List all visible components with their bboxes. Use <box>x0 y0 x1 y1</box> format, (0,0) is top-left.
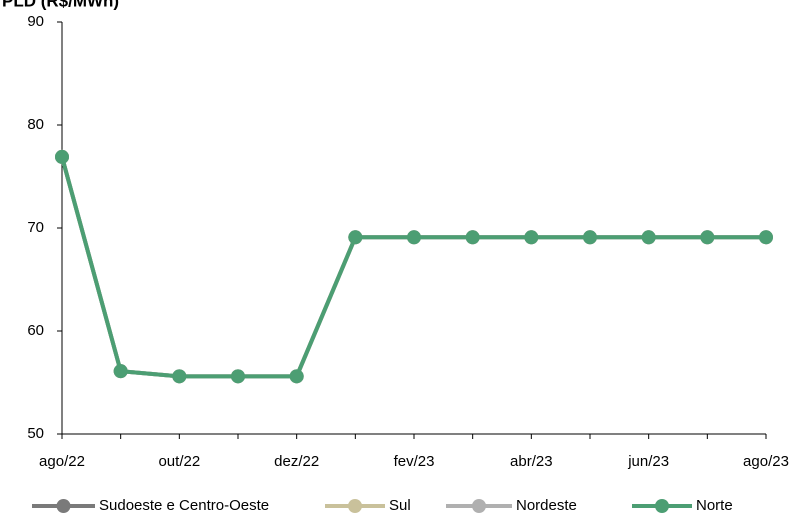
series-line <box>60 156 766 379</box>
y-tick-label: 60 <box>27 322 44 339</box>
legend-label: Norte <box>696 497 733 514</box>
y-tick-label: 90 <box>27 13 44 30</box>
y-tick-label: 50 <box>27 425 44 442</box>
series-line <box>60 156 766 379</box>
x-tick-label: ago/22 <box>39 453 85 470</box>
point <box>55 149 69 164</box>
point <box>700 230 715 245</box>
point <box>289 369 304 384</box>
point <box>407 230 421 245</box>
series-line <box>60 156 766 379</box>
series-line <box>60 156 766 379</box>
legend-label: Nordeste <box>516 497 577 514</box>
legend-marker <box>655 499 669 513</box>
legend-marker <box>56 499 71 513</box>
y-tick-label: 70 <box>27 219 44 236</box>
x-tick-label: jun/23 <box>627 453 669 470</box>
chart-title: PLD (R$/MWh) <box>2 0 119 10</box>
point <box>641 230 656 245</box>
point <box>348 230 363 245</box>
point <box>759 230 773 245</box>
point <box>465 230 480 245</box>
point <box>524 230 539 245</box>
legend-label: Sul <box>389 497 411 514</box>
y-tick-label: 80 <box>27 116 44 133</box>
point <box>113 364 128 379</box>
legend-marker <box>348 499 362 513</box>
x-tick-label: abr/23 <box>510 453 553 470</box>
x-tick-label: dez/22 <box>274 453 319 470</box>
legend-marker <box>472 499 486 513</box>
point <box>172 369 187 384</box>
point <box>231 369 245 384</box>
legend-label: Sudoeste e Centro-Oeste <box>99 497 269 514</box>
x-tick-label: fev/23 <box>394 453 435 470</box>
point <box>583 230 597 245</box>
x-tick-label: out/22 <box>158 453 200 470</box>
x-tick-label: ago/23 <box>743 453 789 470</box>
